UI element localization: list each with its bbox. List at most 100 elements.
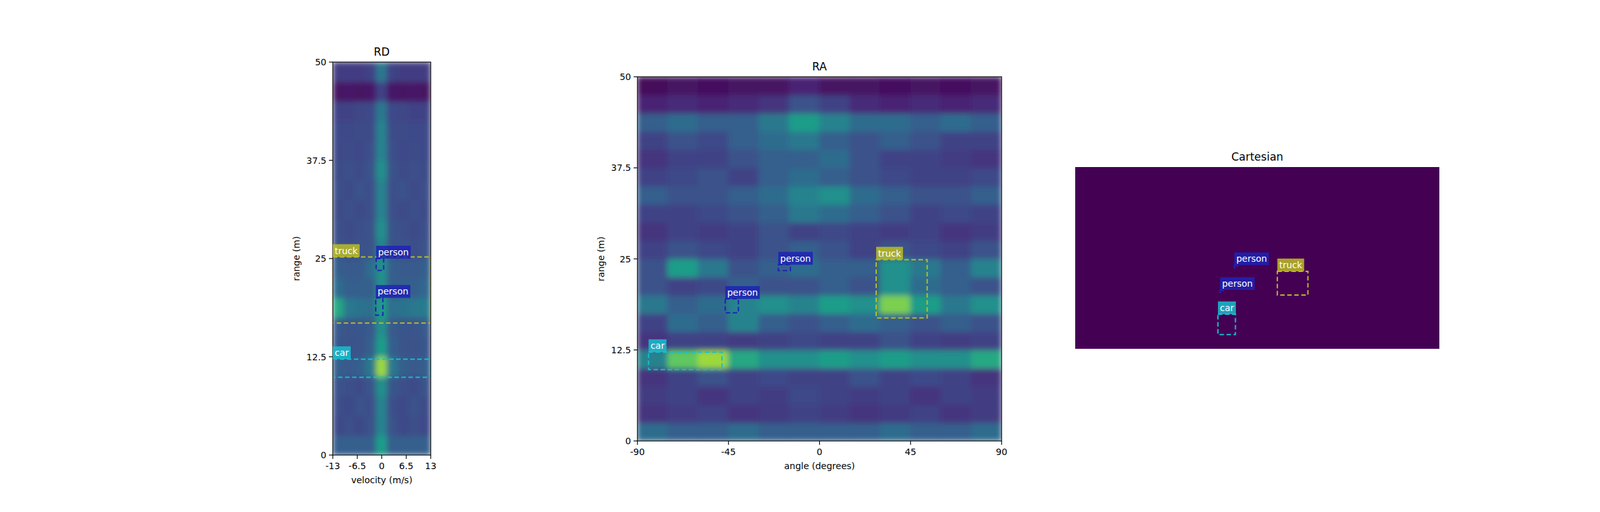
heatmap-cell [343, 62, 355, 82]
y-tick [633, 258, 638, 260]
heatmap-cell [375, 140, 388, 161]
panel: Cartesianpersonpersontruckcar [1075, 150, 1440, 349]
heatmap-cell [397, 140, 409, 161]
heatmap-cell [940, 240, 973, 260]
heatmap-cell [667, 76, 699, 96]
heatmap-cell [758, 331, 790, 351]
heatmap-cell [343, 140, 355, 161]
heatmap-cell [880, 204, 912, 224]
heatmap-cell [386, 199, 399, 220]
heatmap-cell [849, 240, 881, 260]
box-label: person [375, 284, 411, 298]
heatmap-cell [667, 331, 699, 351]
heatmap-cell [364, 376, 377, 397]
y-tick-label: 37.5 [306, 155, 327, 166]
y-tick [633, 440, 638, 441]
heatmap-cell [788, 149, 820, 169]
heatmap-cell [819, 385, 851, 406]
heatmap-cell [788, 349, 820, 369]
heatmap-cell [728, 167, 760, 187]
heatmap-cell [819, 349, 851, 369]
heatmap-cell [386, 297, 399, 319]
box-label-background [1234, 252, 1270, 265]
heatmap-cell [819, 312, 851, 333]
heatmap-cell [667, 240, 699, 260]
heatmap-cell [910, 185, 942, 205]
heatmap-cell [419, 140, 431, 161]
heatmap-cell [343, 297, 355, 319]
heatmap-cell [970, 222, 1002, 242]
heatmap-cell [637, 276, 669, 296]
x-axis-label: velocity (m/s) [351, 474, 413, 486]
y-tick-label: 50 [619, 71, 632, 82]
box-label-text: person [378, 247, 409, 258]
heatmap-cell [910, 258, 942, 278]
heatmap-cell [940, 204, 973, 224]
box-label-background [332, 244, 360, 258]
y-axis-label: range (m) [291, 236, 302, 281]
heatmap-cell [910, 149, 942, 169]
heatmap-cell [940, 94, 973, 114]
heatmap-cell [970, 331, 1002, 351]
heatmap-cell [849, 368, 881, 388]
box-label: car [648, 339, 667, 352]
heatmap-cell [419, 199, 431, 220]
heatmap-cell [386, 336, 399, 358]
heatmap-cell [910, 276, 942, 296]
y-tick [328, 61, 333, 63]
y-tick [633, 76, 638, 77]
heatmap-cell [667, 112, 699, 132]
heatmap-cell [397, 101, 409, 122]
heatmap-cell [788, 76, 820, 96]
box-label: person [725, 286, 760, 299]
heatmap-cell [364, 120, 377, 142]
heatmap-cell [408, 218, 420, 240]
heatmap-cell [940, 312, 973, 333]
heatmap-cell [419, 120, 431, 142]
heatmap-cell [697, 131, 729, 151]
heatmap-cell [353, 376, 366, 397]
heatmap-cell [970, 112, 1002, 132]
heatmap-cell [364, 238, 377, 260]
box-label: person [376, 245, 411, 259]
heatmap-cell [408, 62, 420, 82]
heatmap-cell [880, 167, 912, 187]
heatmap-cell [343, 218, 355, 240]
heatmap [637, 76, 1002, 441]
heatmap-cell [637, 204, 669, 224]
heatmap-cell [758, 185, 790, 205]
y-tick-label: 37.5 [611, 162, 632, 173]
box-label-text: car [650, 340, 665, 351]
x-tick-label: -45 [721, 446, 736, 457]
heatmap-cell [849, 131, 881, 151]
heatmap-cell [940, 422, 973, 441]
y-tick [328, 454, 333, 456]
heatmap-cell [697, 204, 729, 224]
heatmap-cell [849, 349, 881, 369]
box-label-text: car [334, 347, 349, 358]
heatmap-cell [940, 276, 973, 296]
heatmap-cell [419, 415, 431, 436]
heatmap-cell [375, 81, 388, 102]
heatmap-cell [970, 404, 1002, 424]
y-tick-label: 25 [619, 254, 632, 265]
heatmap-cell [364, 277, 377, 299]
bounding-box [376, 258, 384, 271]
heatmap-cell [697, 331, 729, 351]
heatmap-cell [397, 395, 409, 416]
heatmap-cell [728, 404, 760, 424]
heatmap-cell [397, 257, 409, 279]
box-label: person [1219, 277, 1255, 290]
heatmap-cell [728, 149, 760, 169]
heatmap-cell [637, 385, 669, 406]
heatmap-cell [637, 185, 669, 205]
boxes [332, 257, 431, 378]
heatmap-cell [332, 101, 345, 122]
heatmap-cell [353, 120, 366, 142]
heatmap-cell [343, 435, 355, 456]
box-label: truck [876, 247, 904, 260]
heatmap-cell [375, 297, 388, 319]
heatmap-cell [697, 385, 729, 406]
heatmap-cell [910, 312, 942, 333]
heatmap-cell [419, 238, 431, 260]
